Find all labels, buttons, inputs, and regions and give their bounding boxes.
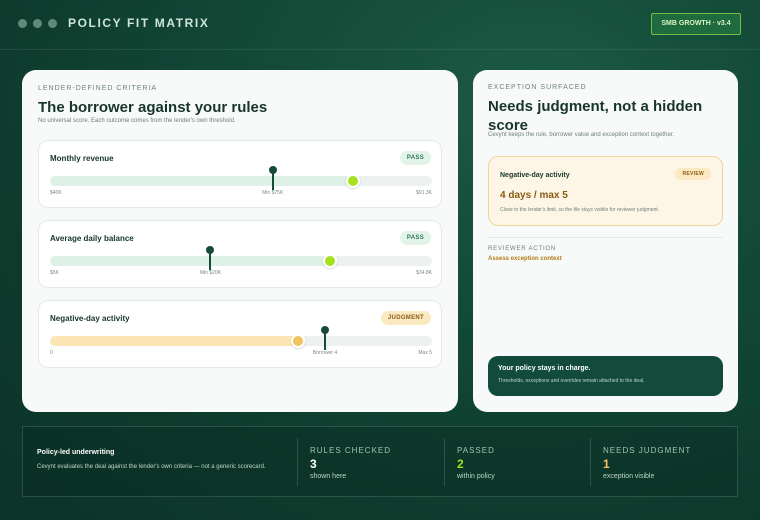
scale-min: 0 bbox=[50, 350, 53, 356]
rule-scale: $5K Min $20K $34.8K bbox=[50, 270, 432, 278]
status-badge: PASS bbox=[399, 151, 431, 165]
threshold-marker bbox=[321, 326, 330, 350]
rule-monthly-revenue[interactable]: Monthly revenue PASS $40K Min $75K $91.3… bbox=[38, 140, 442, 208]
track-fill bbox=[50, 176, 353, 186]
scale-max: $91.3K bbox=[416, 190, 432, 196]
rule-track bbox=[50, 166, 432, 190]
stat-needs-judgment: NEEDS JUDGMENT 1 exception visible bbox=[590, 438, 738, 486]
stat-passed: PASSED 2 within policy bbox=[444, 438, 590, 486]
borrower-value-knob[interactable] bbox=[345, 174, 360, 188]
exception-rule-name: Negative-day activity bbox=[500, 172, 570, 179]
borrower-value-knob[interactable] bbox=[291, 334, 306, 348]
rule-track bbox=[50, 326, 432, 350]
scale-threshold: Min $75K bbox=[262, 190, 284, 196]
exception-value: 4 days / max 5 bbox=[500, 190, 568, 201]
title-bar: POLICY FIT MATRIX SMB GROWTH · v3.4 bbox=[0, 0, 760, 50]
exception-card[interactable]: Negative-day activity REVIEW 4 days / ma… bbox=[488, 156, 723, 226]
app-title: POLICY FIT MATRIX bbox=[68, 16, 210, 30]
rule-average-daily-balance[interactable]: Average daily balance PASS $5K Min $20K … bbox=[38, 220, 442, 288]
stat-note: exception visible bbox=[603, 473, 655, 480]
rule-name: Negative-day activity bbox=[50, 314, 130, 323]
threshold-marker bbox=[268, 166, 277, 190]
scale-min: $5K bbox=[50, 270, 59, 276]
stat-note: shown here bbox=[310, 473, 347, 480]
stat-note: within policy bbox=[457, 473, 495, 480]
status-badge: PASS bbox=[399, 231, 431, 245]
policy-title: Your policy stays in charge. bbox=[498, 365, 591, 372]
review-badge: REVIEW bbox=[675, 168, 711, 180]
scale-threshold: Min $20K bbox=[199, 270, 221, 276]
scale-min: $40K bbox=[50, 190, 62, 196]
reviewer-action-label: REVIEWER ACTION bbox=[488, 246, 557, 252]
divider bbox=[488, 237, 723, 238]
summary-title: Policy-led underwriting bbox=[37, 449, 115, 456]
rule-negative-day-activity[interactable]: Negative-day activity JUDGMENT 0 Borrowe… bbox=[38, 300, 442, 368]
borrower-value-knob[interactable] bbox=[323, 254, 338, 268]
exception-subtitle: Cevynt keeps the rule, borrower value an… bbox=[488, 132, 675, 138]
stat-label: PASSED bbox=[457, 446, 495, 455]
exception-title: Needs judgment, not a hidden score bbox=[488, 98, 703, 134]
rule-track bbox=[50, 246, 432, 270]
stat-label: NEEDS JUDGMENT bbox=[603, 446, 692, 455]
stat-value: 1 bbox=[603, 457, 610, 471]
window-controls bbox=[18, 19, 57, 28]
rule-scale: $40K Min $75K $91.3K bbox=[50, 190, 432, 198]
scale-max: Max 5 bbox=[418, 350, 432, 356]
track-fill bbox=[50, 336, 299, 346]
version-badge: SMB GROWTH · v3.4 bbox=[651, 13, 741, 35]
stat-label: RULES CHECKED bbox=[310, 446, 392, 455]
stat-value: 2 bbox=[457, 457, 464, 471]
assess-exception-link[interactable]: Assess exception context bbox=[488, 256, 562, 262]
track-fill bbox=[50, 256, 331, 266]
rule-name: Monthly revenue bbox=[50, 154, 114, 163]
criteria-card: LENDER-DEFINED CRITERIA The borrower aga… bbox=[22, 70, 458, 412]
stat-rules-checked: RULES CHECKED 3 shown here bbox=[297, 438, 443, 486]
policy-note: Thresholds, exceptions and overrides rem… bbox=[498, 378, 645, 384]
rule-name: Average daily balance bbox=[50, 234, 134, 243]
status-badge: JUDGMENT bbox=[380, 311, 431, 325]
summary-description: Cevynt evaluates the deal against the le… bbox=[37, 464, 266, 470]
window-dot-icon[interactable] bbox=[18, 19, 27, 28]
window-dot-icon[interactable] bbox=[48, 19, 57, 28]
scale-max: $34.8K bbox=[416, 270, 432, 276]
exception-eyebrow: EXCEPTION SURFACED bbox=[488, 84, 587, 91]
scale-threshold: Borrower 4 bbox=[312, 350, 338, 356]
criteria-subtitle: No universal score. Each outcome comes f… bbox=[38, 118, 236, 124]
criteria-title: The borrower against your rules bbox=[38, 99, 268, 116]
exception-panel: EXCEPTION SURFACED Needs judgment, not a… bbox=[473, 70, 738, 412]
threshold-marker bbox=[206, 246, 215, 270]
window-dot-icon[interactable] bbox=[33, 19, 42, 28]
stat-value: 3 bbox=[310, 457, 317, 471]
rule-scale: 0 Borrower 4 Max 5 bbox=[50, 350, 432, 358]
policy-callout: Your policy stays in charge. Thresholds,… bbox=[488, 356, 723, 396]
exception-note: Close to the lender's limit, so the file… bbox=[500, 207, 660, 213]
criteria-eyebrow: LENDER-DEFINED CRITERIA bbox=[38, 85, 158, 92]
summary-bar: Policy-led underwriting Cevynt evaluates… bbox=[22, 426, 738, 497]
